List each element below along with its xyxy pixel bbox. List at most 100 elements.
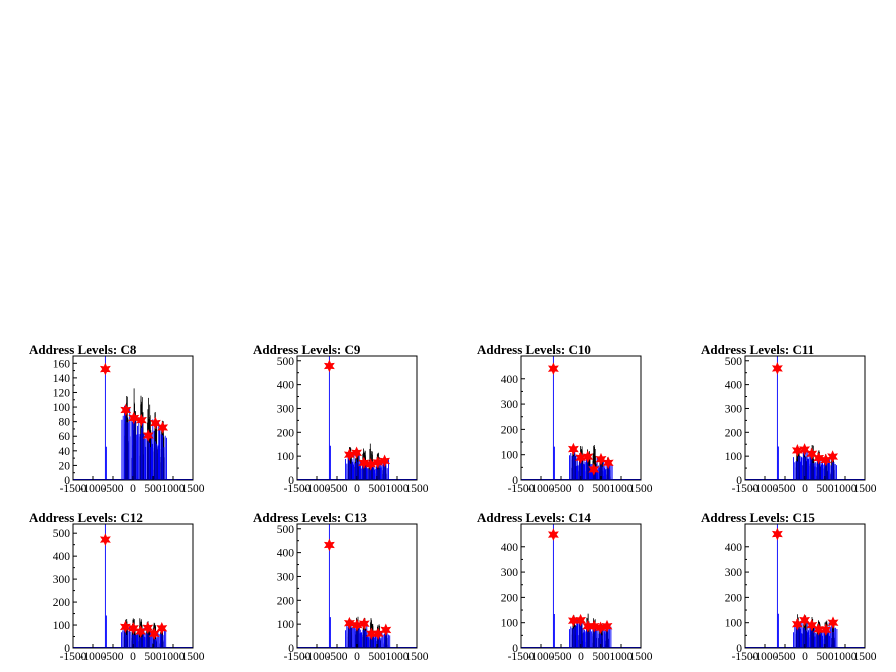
- x-tick-label: -1000: [80, 483, 107, 495]
- signal-trace: [745, 356, 865, 480]
- x-tick-label: -500: [774, 651, 795, 663]
- y-tick-label: 400: [277, 548, 295, 560]
- x-tick-label: -1500: [284, 483, 311, 495]
- peak-marker: [99, 533, 111, 546]
- x-tick-label: 0: [578, 651, 584, 663]
- histogram-panel: Address Levels: C90100200300400500-1500-…: [253, 342, 429, 495]
- peak-marker: [820, 623, 832, 637]
- y-tick-label: 0: [736, 643, 742, 655]
- peak-marker: [813, 451, 825, 465]
- x-tick-label: 1000: [610, 651, 633, 663]
- y-tick-label: 200: [277, 427, 295, 439]
- peak-marker: [351, 446, 363, 460]
- x-tick-label: 0: [354, 651, 360, 663]
- peak-marker: [142, 429, 154, 442]
- peak-marker: [791, 444, 803, 457]
- peak-marker: [128, 411, 140, 425]
- x-tick-label: -1500: [284, 651, 311, 663]
- y-tick-label: 300: [501, 399, 519, 411]
- x-tick-label: 500: [144, 483, 162, 495]
- x-tick-label: -1000: [528, 651, 555, 663]
- signal-trace: [745, 524, 865, 648]
- y-tick-label: 60: [59, 431, 71, 443]
- x-tick-label: 1500: [630, 483, 653, 495]
- y-tick-label: 200: [725, 592, 743, 604]
- histogram-panel: Address Levels: C14 0 100 200 300 400 -1500-10…: [477, 510, 653, 663]
- x-tick-label: 0: [354, 483, 360, 495]
- x-tick-label: 1000: [834, 651, 857, 663]
- x-tick-label: -1500: [60, 651, 87, 663]
- histogram-panel: Address Levels: C12 0 100 200 300 400 500 -1500…: [29, 510, 205, 663]
- x-tick-label: 1500: [182, 651, 205, 663]
- histogram-panel: Address Levels: C8 0 20 40 60 80 100 120 140 160 -…: [29, 342, 205, 495]
- x-tick-label: -500: [326, 483, 347, 495]
- peak-marker: [827, 616, 839, 630]
- panel-title: Address Levels: C12: [29, 510, 143, 525]
- peak-marker: [582, 619, 594, 633]
- y-tick-label: 0: [288, 643, 294, 655]
- x-tick-label: 0: [578, 483, 584, 495]
- x-tick-label: 500: [592, 651, 610, 663]
- panel-title: Address Levels: C14: [477, 510, 591, 525]
- peak-marker: [799, 443, 811, 456]
- peak-marker: [575, 613, 587, 627]
- peak-marker: [595, 452, 607, 466]
- x-tick-label: -1500: [732, 483, 759, 495]
- trace-group: [745, 356, 865, 480]
- peak-marker: [358, 617, 370, 631]
- peak-marker: [813, 622, 825, 636]
- peak-marker: [588, 463, 600, 476]
- x-tick-label: -500: [550, 651, 571, 663]
- peak-marker: [365, 627, 377, 641]
- x-tick-label: 1000: [386, 651, 409, 663]
- panel-title: Address Levels: C10: [477, 342, 591, 357]
- x-tick-label: -1000: [528, 483, 555, 495]
- y-tick-label: 300: [501, 567, 519, 579]
- peak-marker: [156, 621, 168, 635]
- peak-marker: [799, 613, 811, 627]
- x-tick-label: 1500: [854, 483, 877, 495]
- y-tick-label: 300: [725, 403, 743, 415]
- panel-title: Address Levels: C8: [29, 342, 137, 357]
- peak-marker: [343, 616, 355, 630]
- x-tick-label: 1000: [162, 483, 185, 495]
- peak-marker: [99, 362, 111, 376]
- trace-group: [297, 356, 417, 480]
- x-tick-label: 500: [816, 651, 834, 663]
- histogram-panel: Address Levels: C15 0 100 200 300 400 -1500-10…: [701, 510, 877, 663]
- y-tick-label: 20: [59, 460, 71, 472]
- peak-marker: [323, 359, 335, 373]
- y-tick-label: 100: [501, 618, 519, 630]
- x-tick-label: 1000: [386, 483, 409, 495]
- x-tick-label: 1000: [834, 483, 857, 495]
- x-tick-label: 0: [130, 651, 136, 663]
- y-tick-label: 300: [277, 403, 295, 415]
- x-tick-label: -1000: [752, 651, 779, 663]
- peak-marker: [127, 621, 139, 635]
- histogram-panel: Address Levels: C13 0 100 200 300 400 500 -1500…: [253, 510, 429, 663]
- y-tick-label: 500: [277, 524, 295, 536]
- y-tick-label: 200: [725, 427, 743, 439]
- peak-marker: [157, 421, 169, 434]
- peak-marker: [135, 413, 147, 427]
- x-tick-label: -1000: [304, 483, 331, 495]
- panel-title: Address Levels: C9: [253, 342, 361, 357]
- x-tick-label: 0: [802, 651, 808, 663]
- y-tick-label: 100: [53, 402, 71, 414]
- y-tick-label: 400: [725, 380, 743, 392]
- x-tick-label: -1000: [80, 651, 107, 663]
- y-tick-label: 500: [53, 528, 71, 540]
- y-tick-label: 100: [501, 450, 519, 462]
- y-tick-label: 100: [725, 618, 743, 630]
- panel-title: Address Levels: C15: [701, 510, 815, 525]
- peak-marker: [358, 456, 370, 470]
- histogram-panel: Address Levels: C11 0 100 200 300 400 500 -1500…: [701, 342, 877, 495]
- x-tick-label: 1000: [610, 483, 633, 495]
- y-tick-label: 140: [53, 373, 71, 385]
- peak-marker: [771, 527, 783, 541]
- x-tick-label: 1500: [630, 651, 653, 663]
- x-tick-label: 1500: [182, 483, 205, 495]
- x-tick-label: 1000: [162, 651, 185, 663]
- x-tick-label: -1000: [752, 483, 779, 495]
- y-tick-label: 400: [501, 542, 519, 554]
